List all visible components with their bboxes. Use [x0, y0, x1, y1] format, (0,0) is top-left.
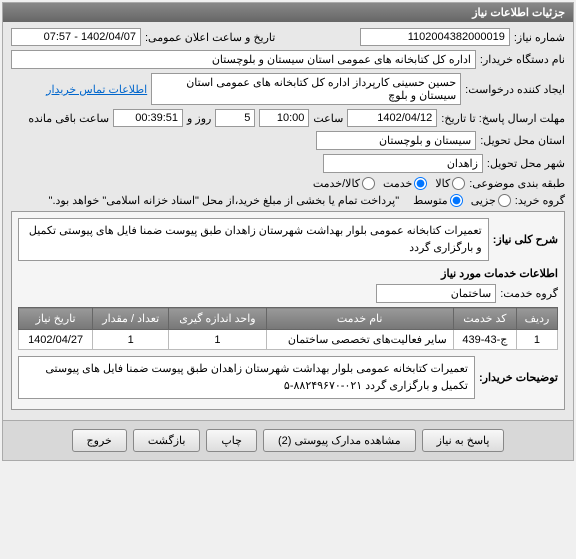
cell-name: سایر فعالیت‌های تخصصی ساختمان — [266, 330, 453, 350]
th-unit: واحد اندازه گیری — [169, 308, 266, 330]
creator-value: حسین حسینی کارپرداز اداره کل کتابخانه ها… — [151, 73, 461, 105]
deadline-time: 10:00 — [259, 109, 309, 127]
class-kala[interactable]: کالا — [435, 177, 465, 190]
services-group-value: ساختمان — [376, 284, 496, 303]
back-button[interactable]: بازگشت — [133, 429, 201, 452]
group-label: گروه خرید: — [515, 194, 565, 207]
buyer-label: نام دستگاه خریدار: — [480, 53, 565, 66]
cell-date: 1402/04/27 — [19, 330, 93, 350]
group-radio-group: جزیی متوسط — [413, 194, 511, 207]
description-section: شرح کلی نیاز: تعمیرات کتابخانه عمومی بلو… — [11, 211, 565, 410]
date-label: تاریخ و ساعت اعلان عمومی: — [145, 31, 275, 44]
contact-link[interactable]: اطلاعات تماس خریدار — [46, 83, 147, 96]
group-jozi[interactable]: جزیی — [471, 194, 511, 207]
class-both-label: کالا/خدمت — [313, 177, 360, 190]
exit-button[interactable]: خروج — [72, 429, 127, 452]
services-title: اطلاعات خدمات مورد نیاز — [18, 267, 558, 280]
city-label: شهر محل تحویل: — [487, 157, 565, 170]
need-no-value: 1102004382000019 — [360, 28, 510, 46]
print-button[interactable]: چاپ — [206, 429, 257, 452]
days-label: روز و — [187, 112, 211, 125]
cell-code: ج-43-439 — [453, 330, 516, 350]
desc-label: شرح کلی نیاز: — [493, 233, 558, 246]
city-value: زاهدان — [323, 154, 483, 173]
need-no-label: شماره نیاز: — [514, 31, 565, 44]
class-khadamat-label: خدمت — [383, 177, 412, 190]
class-radio-group: کالا خدمت کالا/خدمت — [313, 177, 465, 190]
group-jozi-label: جزیی — [471, 194, 496, 207]
services-group-label: گروه خدمت: — [500, 287, 558, 300]
deadline-label: مهلت ارسال پاسخ: تا تاریخ: — [441, 112, 565, 125]
panel-body: شماره نیاز: 1102004382000019 تاریخ و ساع… — [3, 22, 573, 420]
remain-value: 00:39:51 — [113, 109, 183, 127]
buyer-value: اداره کل کتابخانه های عمومی استان سیستان… — [11, 50, 476, 69]
th-qty: تعداد / مقدار — [93, 308, 169, 330]
services-table: ردیف کد خدمت نام خدمت واحد اندازه گیری ت… — [18, 307, 558, 350]
time-label: ساعت — [313, 112, 343, 125]
class-both[interactable]: کالا/خدمت — [313, 177, 375, 190]
deadline-date: 1402/04/12 — [347, 109, 437, 127]
pay-note: "پرداخت تمام یا بخشی از مبلغ خرید،از محل… — [49, 194, 400, 207]
th-code: کد خدمت — [453, 308, 516, 330]
class-label: طبقه بندی موضوعی: — [469, 177, 565, 190]
group-motavaset[interactable]: متوسط — [413, 194, 463, 207]
respond-button[interactable]: پاسخ به نیاز — [422, 429, 505, 452]
remain-label: ساعت باقی مانده — [28, 112, 109, 125]
group-motavaset-label: متوسط — [413, 194, 448, 207]
buyer-desc-value: تعمیرات کتابخانه عمومی بلوار بهداشت شهرس… — [18, 356, 475, 399]
table-row[interactable]: 1 ج-43-439 سایر فعالیت‌های تخصصی ساختمان… — [19, 330, 558, 350]
th-date: تاریخ نیاز — [19, 308, 93, 330]
cell-qty: 1 — [93, 330, 169, 350]
class-khadamat[interactable]: خدمت — [383, 177, 427, 190]
buyer-desc-label: توضیحات خریدار: — [479, 371, 558, 384]
creator-label: ایجاد کننده درخواست: — [465, 83, 565, 96]
date-value: 1402/04/07 - 07:57 — [11, 28, 141, 46]
footer-buttons: پاسخ به نیاز مشاهده مدارک پیوستی (2) چاپ… — [3, 420, 573, 460]
th-name: نام خدمت — [266, 308, 453, 330]
desc-value: تعمیرات کتابخانه عمومی بلوار بهداشت شهرس… — [18, 218, 489, 261]
main-panel: جزئیات اطلاعات نیاز شماره نیاز: 11020043… — [2, 2, 574, 461]
class-kala-label: کالا — [435, 177, 450, 190]
province-label: استان محل تحویل: — [480, 134, 565, 147]
attachments-button[interactable]: مشاهده مدارک پیوستی (2) — [263, 429, 416, 452]
province-value: سیستان و بلوچستان — [316, 131, 476, 150]
th-row: ردیف — [516, 308, 557, 330]
days-value: 5 — [215, 109, 255, 127]
panel-title: جزئیات اطلاعات نیاز — [3, 3, 573, 22]
table-header-row: ردیف کد خدمت نام خدمت واحد اندازه گیری ت… — [19, 308, 558, 330]
cell-unit: 1 — [169, 330, 266, 350]
cell-idx: 1 — [516, 330, 557, 350]
